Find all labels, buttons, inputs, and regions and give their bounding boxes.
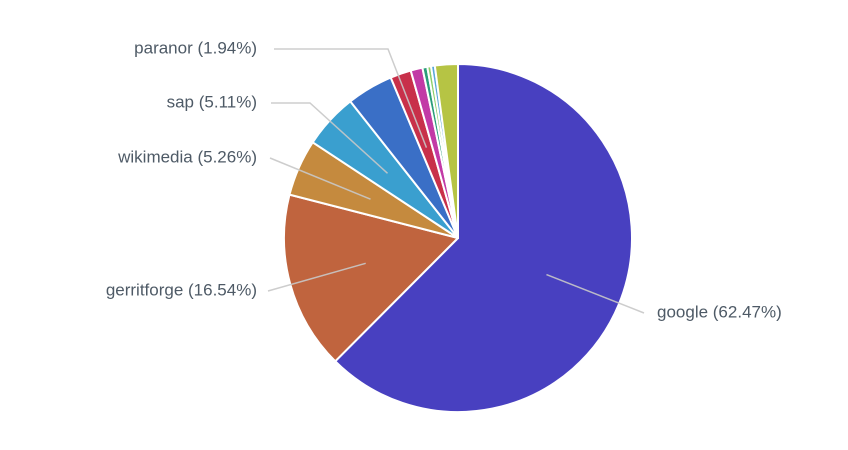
slice-label-gerritforge: gerritforge (16.54%) — [106, 280, 257, 299]
slice-label-google: google (62.47%) — [657, 302, 782, 321]
pie-labels: google (62.47%) gerritforge (16.54%) wikim… — [106, 38, 782, 321]
slice-label-wikimedia: wikimedia (5.26%) — [117, 147, 257, 166]
leader-line-gerritforge — [267, 262, 366, 292]
leader-line-paranor — [274, 48, 428, 148]
leader-line-wikimedia — [269, 157, 371, 200]
pie-slices — [283, 63, 633, 413]
pie-slice-10[interactable] — [433, 63, 459, 239]
pie-leader-lines — [267, 48, 645, 314]
leader-line-sap — [271, 102, 389, 174]
pie-slice-google[interactable] — [334, 63, 633, 413]
leader-line-google — [546, 273, 645, 314]
slice-label-sap: sap (5.11%) — [167, 92, 257, 111]
slice-label-paranor: paranor (1.94%) — [134, 38, 257, 57]
